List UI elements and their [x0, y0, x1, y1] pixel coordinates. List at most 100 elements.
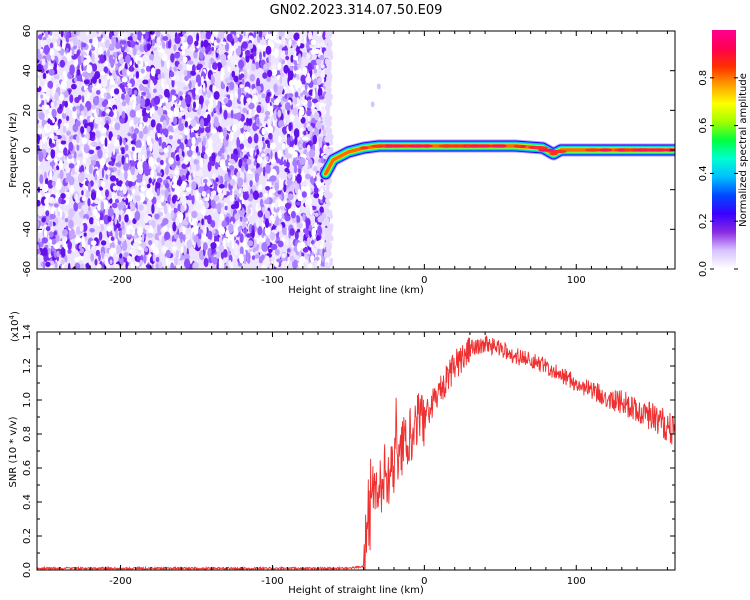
signal-band — [319, 139, 675, 181]
noise-speck — [194, 140, 199, 146]
noise-speck — [50, 148, 56, 159]
noise-speck — [162, 119, 167, 130]
noise-speck — [98, 46, 103, 55]
noise-speck — [296, 79, 302, 89]
noise-speck — [48, 220, 53, 228]
noise-speck — [239, 133, 245, 142]
noise-speck — [252, 247, 256, 253]
noise-speck — [44, 198, 49, 206]
noise-speck — [164, 188, 169, 199]
noise-speck — [145, 60, 149, 67]
noise-speck — [161, 41, 166, 49]
noise-speck — [158, 261, 163, 269]
noise-speck — [304, 159, 308, 170]
figure-title: GN02.2023.314.07.50.E09 — [270, 3, 443, 18]
noise-speck — [299, 157, 306, 166]
noise-speck — [181, 49, 186, 56]
noise-speck — [48, 68, 55, 76]
noise-speck — [94, 173, 98, 181]
noise-speck — [180, 233, 183, 244]
noise-speck — [231, 144, 237, 150]
noise-speck — [59, 59, 66, 68]
noise-speck — [274, 99, 280, 105]
noise-speck — [239, 246, 244, 255]
noise-speck — [99, 54, 104, 64]
noise-speck — [53, 231, 57, 236]
noise-speck — [307, 262, 313, 269]
noise-speck — [115, 244, 122, 255]
noise-speck — [252, 190, 259, 200]
noise-speck — [218, 244, 224, 253]
noise-speck — [168, 157, 174, 165]
noise-speck — [239, 122, 244, 129]
noise-speck — [206, 179, 212, 187]
noise-speck — [297, 38, 301, 47]
noise-speck — [230, 92, 234, 101]
noise-speck — [37, 207, 44, 217]
noise-speck — [51, 238, 57, 245]
noise-speck — [144, 125, 148, 133]
noise-speck — [151, 106, 155, 114]
noise-speck — [90, 131, 96, 138]
noise-speck — [299, 33, 303, 41]
noise-speck — [128, 210, 134, 221]
noise-speck — [312, 134, 317, 145]
y-tick-label: 0.4 — [22, 494, 33, 510]
noise-speck — [83, 232, 87, 237]
noise-speck — [316, 261, 320, 269]
y-tick-label: 1.4 — [22, 324, 33, 340]
noise-speck — [198, 95, 204, 105]
snr-y-ticks: 0.0 0.2 0.4 0.6 0.8 1.0 1.2 1.4 — [22, 324, 675, 578]
noise-speck — [287, 68, 291, 79]
noise-speck — [296, 74, 300, 80]
signal-hotspot — [475, 144, 491, 148]
noise-speck — [135, 262, 140, 267]
noise-speck — [43, 78, 48, 84]
noise-speck — [193, 235, 199, 243]
noise-speck — [152, 88, 157, 94]
noise-speck — [115, 178, 119, 183]
noise-speck — [87, 132, 90, 141]
noise-speck — [265, 45, 272, 56]
noise-speck — [57, 241, 64, 245]
noise-speck — [193, 101, 196, 109]
noise-speck — [313, 192, 320, 199]
noise-speck — [67, 241, 72, 250]
noise-speck — [189, 46, 196, 53]
noise-speck — [44, 31, 49, 39]
noise-speck — [130, 160, 137, 166]
noise-speck — [110, 97, 116, 106]
noise-speck — [180, 45, 186, 51]
noise-speck — [267, 39, 271, 48]
noise-speck — [172, 241, 176, 246]
noise-speck — [288, 80, 294, 87]
noise-speck — [142, 54, 149, 62]
noise-speck — [285, 188, 290, 193]
noise-speck — [243, 226, 247, 234]
noise-speck — [67, 249, 72, 254]
noise-speck — [181, 98, 187, 109]
noise-speck — [218, 116, 222, 123]
noise-speck — [304, 258, 309, 266]
noise-speck — [300, 117, 306, 124]
x-tick-label: -200 — [109, 576, 132, 587]
noise-speck — [197, 222, 202, 228]
noise-speck — [266, 92, 271, 97]
noise-speck — [131, 94, 136, 100]
noise-speck — [133, 234, 137, 240]
noise-speck — [131, 248, 137, 258]
noise-speck — [258, 32, 263, 38]
noise-speck — [287, 248, 291, 253]
noise-speck — [269, 142, 277, 150]
noise-speck — [265, 94, 270, 104]
noise-speck — [188, 174, 192, 184]
noise-speck — [183, 86, 189, 91]
noise-speck — [174, 73, 180, 82]
noise-speck — [314, 222, 318, 231]
noise-speck — [148, 177, 152, 184]
y-tick-label: 40 — [22, 64, 33, 77]
x-tick-label: 100 — [567, 576, 586, 587]
noise-speck — [122, 68, 127, 76]
noise-speck — [146, 43, 151, 51]
noise-speck — [200, 40, 204, 49]
